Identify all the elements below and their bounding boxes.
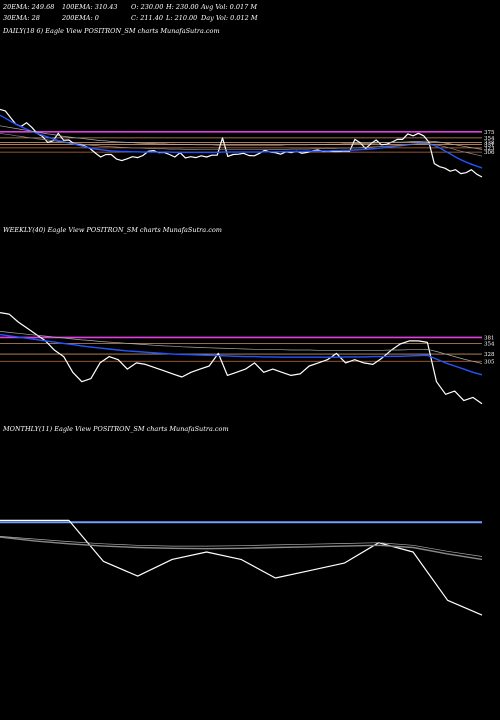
header-row2-item-3: L: 210.00 [166,14,198,22]
weekly-series-line-1 [0,333,483,376]
daily-series-line-2 [0,132,483,157]
monthly-series-line-0 [0,519,483,616]
header-row2-item-0: 30EMA: 28 [3,14,40,22]
daily-level-label-1: 354 [484,136,495,142]
monthly-series-line-1 [0,536,483,561]
header-row1-item-3: H: 230.00 [166,3,199,11]
monthly-panel-title: MONTHLY(11) Eagle View POSITRON_SM chart… [3,425,229,433]
daily-level-label-3: 331 [484,143,495,149]
header-row2-item-4: Day Vol: 0.012 M [201,14,258,22]
header-row1-item-0: 20EMA: 249.68 [3,3,55,11]
monthly-series-line-2 [0,536,483,557]
daily-level-label-0: 375 [484,130,495,136]
weekly-level-label-2: 328 [484,352,495,358]
daily-level-label-2: 338 [484,140,495,146]
daily-panel-title: DAILY(18 6) Eagle View POSITRON_SM chart… [3,27,220,35]
daily-level-label-4: 323 [484,146,495,152]
header-row2-item-2: C: 211.40 [131,14,163,22]
weekly-level-label-0: 381 [484,335,495,341]
weekly-series-line-0 [0,312,483,405]
weekly-level-label-3: 305 [484,359,495,365]
daily-series-line-3 [0,125,483,150]
daily-series-line-0 [0,108,483,178]
monthly-panel [0,519,483,616]
weekly-panel-title: WEEKLY(40) Eagle View POSITRON_SM charts… [3,226,222,234]
daily-level-label-5: 306 [484,150,495,156]
weekly-series-line-2 [0,331,483,364]
header-row1-item-2: O: 230.00 [131,3,164,11]
header-row1-item-4: Avg Vol: 0.017 M [201,3,258,11]
header-row1-item-1: 100EMA: 310.43 [62,3,118,11]
weekly-level-label-1: 354 [484,341,495,347]
header-row2-item-1: 200EMA: 0 [62,14,99,22]
